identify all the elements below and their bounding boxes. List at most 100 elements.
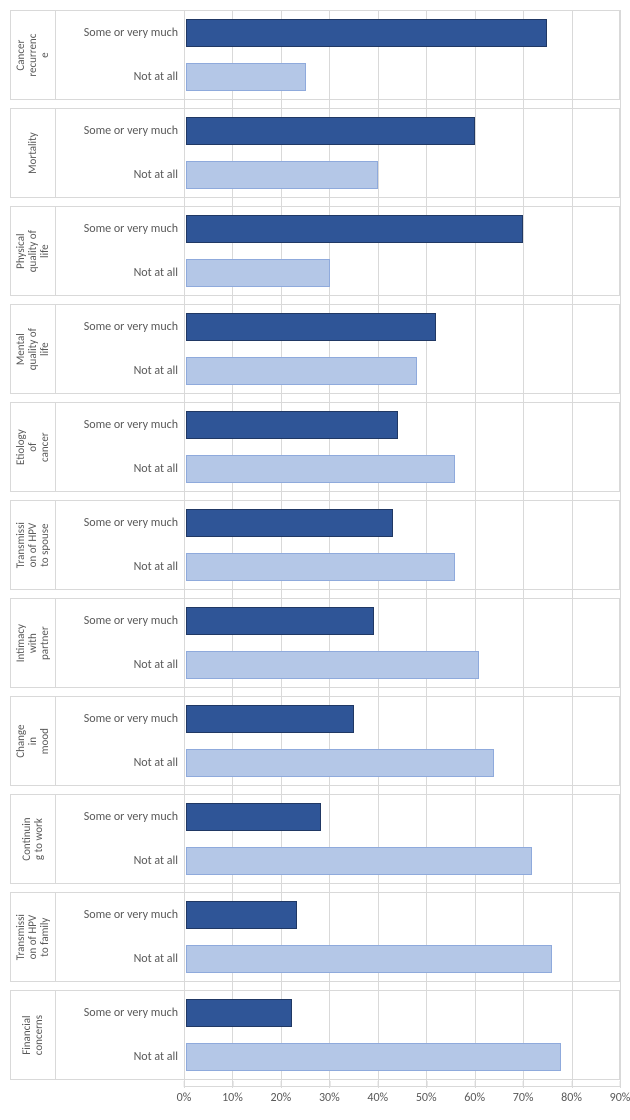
bar-not: [186, 945, 552, 973]
series-label: Some or very much: [56, 810, 186, 824]
series-row: Some or very much: [56, 109, 619, 153]
series-row: Not at all: [56, 251, 619, 295]
bar-some: [186, 509, 393, 537]
bar-not: [186, 1043, 561, 1071]
series-wrapper: Some or very much Not at all: [56, 109, 619, 197]
category-group: Cancer recurrenc eSome or very much Not a…: [10, 10, 620, 100]
series-row: Not at all: [56, 447, 619, 491]
x-tick: 70%: [513, 1087, 534, 1105]
category-group: Physical quality of lifeSome or very muc…: [10, 206, 620, 296]
category-label: Change in mood: [11, 697, 56, 785]
series-row: Some or very much: [56, 207, 619, 251]
category-label: Intimacy with partner: [11, 599, 56, 687]
series-label: Some or very much: [56, 222, 186, 236]
series-wrapper: Some or very much Not at all: [56, 893, 619, 981]
bar-not: [186, 161, 378, 189]
bar-not: [186, 357, 417, 385]
chart-container: Cancer recurrenc eSome or very muchNot a…: [10, 10, 620, 1110]
series-row: Not at all: [56, 741, 619, 785]
series-row: Some or very much: [56, 795, 619, 839]
x-tick: 30%: [319, 1087, 340, 1105]
bar-not: [186, 63, 306, 91]
series-label: Not at all: [56, 1050, 186, 1064]
x-axis-ticks: 0%10%20%30%40%50%60%70%80%90%: [184, 1086, 620, 1110]
category-label: Transmissi on of HPV to spouse: [11, 501, 56, 589]
series-row: Not at all: [56, 643, 619, 687]
series-wrapper: Some or very much Not at all: [56, 795, 619, 883]
series-row: Some or very much: [56, 11, 619, 55]
series-wrapper: Some or very much Not at all: [56, 207, 619, 295]
series-label: Some or very much: [56, 1006, 186, 1020]
series-row: Some or very much: [56, 599, 619, 643]
bar-some: [186, 117, 475, 145]
x-tick: 60%: [464, 1087, 485, 1105]
bar-some: [186, 215, 523, 243]
category-group: Change in moodSome or very much Not at al…: [10, 696, 620, 786]
series-label: Some or very much: [56, 320, 186, 334]
bar-not: [186, 259, 330, 287]
x-tick: 40%: [367, 1087, 388, 1105]
bar-some: [186, 999, 292, 1027]
series-label: Not at all: [56, 854, 186, 868]
series-label: Not at all: [56, 560, 186, 574]
series-row: Not at all: [56, 349, 619, 393]
x-axis: 0%10%20%30%40%50%60%70%80%90%: [10, 1086, 620, 1110]
x-tick: 50%: [416, 1087, 437, 1105]
x-tick: 10%: [222, 1087, 243, 1105]
bar-some: [186, 803, 321, 831]
bar-some: [186, 411, 398, 439]
series-wrapper: Some or very much Not at all: [56, 305, 619, 393]
bar-some: [186, 901, 297, 929]
series-row: Not at all: [56, 153, 619, 197]
bar-some: [186, 705, 354, 733]
series-row: Some or very much: [56, 697, 619, 741]
series-row: Some or very much: [56, 305, 619, 349]
series-wrapper: Some or very much Not at all: [56, 991, 619, 1079]
category-group: Intimacy with partnerSome or very much No…: [10, 598, 620, 688]
category-label: Mental quality of life: [11, 305, 56, 393]
series-row: Some or very much: [56, 991, 619, 1035]
category-group: Transmissi on of HPV to spouseSome or ve…: [10, 500, 620, 590]
series-row: Some or very much: [56, 501, 619, 545]
series-label: Some or very much: [56, 614, 186, 628]
category-label: Etiology of cancer: [11, 403, 56, 491]
series-wrapper: Some or very much Not at all: [56, 697, 619, 785]
category-group: Continuin g to workSome or very much Not …: [10, 794, 620, 884]
category-label: Physical quality of life: [11, 207, 56, 295]
bar-not: [186, 553, 455, 581]
category-group: Etiology of cancerSome or very much Not a…: [10, 402, 620, 492]
series-row: Not at all: [56, 545, 619, 589]
series-label: Not at all: [56, 952, 186, 966]
plot-area: Cancer recurrenc eSome or very muchNot a…: [10, 10, 620, 1088]
category-label: Transmissi on of HPV to family: [11, 893, 56, 981]
series-label: Not at all: [56, 168, 186, 182]
series-label: Not at all: [56, 462, 186, 476]
bar-some: [186, 313, 436, 341]
series-label: Not at all: [56, 70, 186, 84]
bar-not: [186, 749, 494, 777]
bar-some: [186, 19, 547, 47]
series-label: Some or very much: [56, 908, 186, 922]
x-tick: 20%: [271, 1087, 292, 1105]
category-label: Continuin g to work: [11, 795, 56, 883]
category-group: Mental quality of lifeSome or very much N…: [10, 304, 620, 394]
bar-not: [186, 847, 532, 875]
series-row: Not at all: [56, 55, 619, 99]
series-row: Not at all: [56, 839, 619, 883]
category-label: Cancer recurrenc e: [11, 11, 56, 99]
series-label: Not at all: [56, 266, 186, 280]
series-row: Some or very much: [56, 893, 619, 937]
category-label: Financial concerns: [11, 991, 56, 1079]
x-tick: 0%: [177, 1087, 192, 1105]
category-group: Financial concernsSome or very much Not a…: [10, 990, 620, 1080]
series-label: Some or very much: [56, 124, 186, 138]
series-row: Some or very much: [56, 403, 619, 447]
series-label: Not at all: [56, 658, 186, 672]
bar-some: [186, 607, 374, 635]
x-tick: 80%: [561, 1087, 582, 1105]
x-tick: 90%: [610, 1087, 630, 1105]
series-row: Not at all: [56, 937, 619, 981]
bar-not: [186, 651, 479, 679]
series-label: Some or very much: [56, 712, 186, 726]
category-group: MortalitySome or very muchNot at all: [10, 108, 620, 198]
